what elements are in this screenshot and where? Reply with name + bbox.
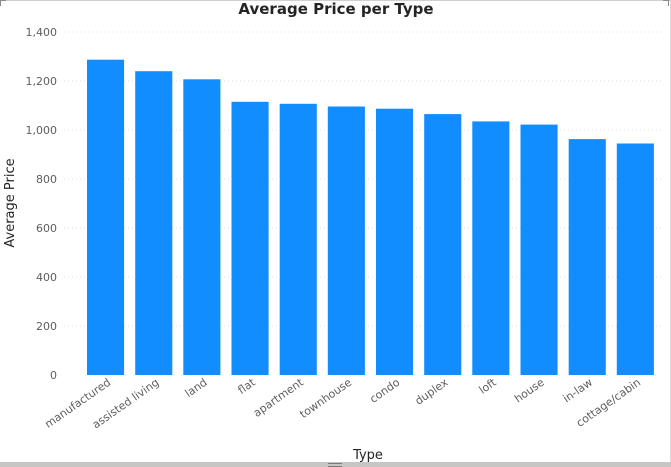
resize-bar[interactable] [0,462,671,467]
bar-condo[interactable] [376,108,414,375]
x-tick-label: house [512,376,547,406]
bars[interactable] [87,59,654,376]
bar-loft[interactable] [472,121,510,376]
x-tick-label: condo [367,376,402,406]
bar-duplex[interactable] [424,114,462,375]
bar-apartment[interactable] [279,103,317,376]
corner-handle-icon [663,0,669,6]
bar-flat[interactable] [231,101,269,376]
y-tick-label: 1,400 [26,26,58,39]
x-axis-title: Type [352,448,383,462]
x-tick-label: flat [236,375,259,396]
x-tick-label: duplex [413,376,451,408]
bar-townhouse[interactable] [327,106,365,376]
bar-manufactured[interactable] [87,59,125,375]
y-tick-label: 400 [36,271,57,284]
chart-title: Average Price per Type [238,0,433,18]
x-tick-label: loft [477,375,500,396]
x-tick-label: land [183,376,210,400]
visual-top-border [0,0,671,1]
x-tick-label: in-law [561,376,595,405]
x-tick-label: townhouse [297,376,354,421]
bar-in-law[interactable] [568,139,606,375]
y-tick-label: 0 [50,369,57,382]
y-tick-label: 200 [36,320,57,333]
bar-cottage-cabin[interactable] [616,143,654,376]
corner-handle-icon [0,0,6,6]
bar-assisted-living[interactable] [135,71,173,375]
y-tick-label: 600 [36,222,57,235]
y-axis-title: Average Price [3,158,18,247]
resize-grip-icon[interactable] [328,463,342,467]
y-tick-label: 1,000 [26,124,58,137]
y-axis-ticks: 0 200 400 600 800 1,000 1,200 1,400 [26,26,58,382]
y-tick-label: 1,200 [26,75,58,88]
bar-land[interactable] [183,79,221,376]
bar-house[interactable] [520,124,558,375]
y-tick-label: 800 [36,173,57,186]
